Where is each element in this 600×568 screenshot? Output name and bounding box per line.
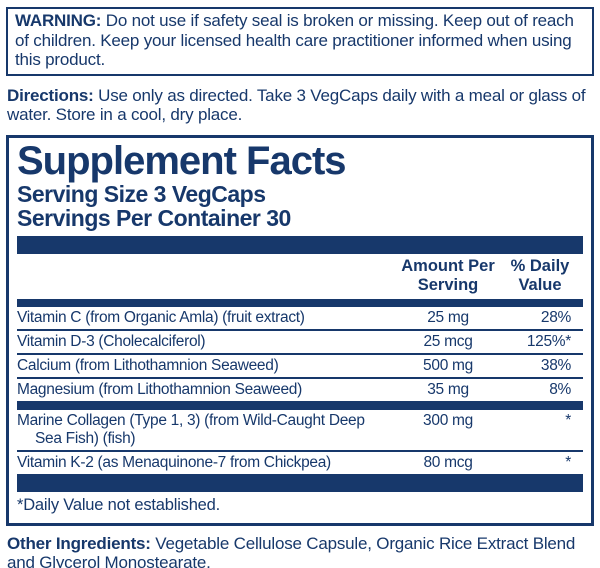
nutrient-name: Calcium (from Lithothamnion Seaweed) bbox=[17, 356, 279, 374]
divider-bar-bottom bbox=[17, 473, 583, 492]
table-row-marine-collagen: Marine Collagen (Type 1, 3) (from Wild-C… bbox=[17, 410, 583, 452]
header-percent-daily-value: % Daily Value bbox=[510, 256, 570, 294]
table-row-magnesium: Magnesium (from Lithothamnion Seaweed) 3… bbox=[17, 379, 583, 401]
serving-size: Serving Size 3 VegCaps bbox=[17, 180, 266, 207]
directions-text: Directions: Use only as directed. Take 3… bbox=[7, 86, 593, 125]
divider-bar-middle bbox=[17, 400, 583, 410]
directions-label: Directions: bbox=[7, 85, 94, 105]
warning-label: WARNING: bbox=[15, 11, 102, 30]
table-row-vitamin-d3: Vitamin D-3 (Cholecalciferol) 25 mcg 125… bbox=[17, 331, 583, 355]
nutrient-daily-value: * bbox=[565, 453, 571, 471]
nutrient-amount: 80 mcg bbox=[423, 453, 473, 471]
daily-value-footnote: *Daily Value not established. bbox=[17, 495, 221, 514]
nutrient-name: Vitamin D-3 (Cholecalciferol) bbox=[17, 332, 206, 350]
label-page: WARNING: Do not use if safety seal is br… bbox=[6, 7, 594, 568]
nutrient-daily-value: 28% bbox=[540, 308, 571, 326]
nutrient-amount: 25 mcg bbox=[423, 332, 473, 350]
nutrient-name: Vitamin C (from Organic Amla) (fruit ext… bbox=[17, 308, 305, 326]
servings-per-container: Servings Per Container 30 bbox=[17, 204, 291, 231]
other-ingredients-text: Other Ingredients: Vegetable Cellulose C… bbox=[7, 534, 593, 568]
nutrient-name: Marine Collagen (Type 1, 3) (from Wild-C… bbox=[17, 411, 365, 447]
divider-bar-header bbox=[17, 298, 583, 307]
table-row-vitamin-k2: Vitamin K-2 (as Menaquinone-7 from Chick… bbox=[17, 452, 583, 474]
header-spacer bbox=[17, 257, 393, 295]
nutrient-amount: 300 mg bbox=[423, 411, 473, 429]
supplement-facts-panel: Supplement Facts Serving Size 3 VegCaps … bbox=[6, 134, 594, 526]
table-header-row: Amount Per Serving % Daily Value bbox=[17, 254, 583, 299]
other-ingredients-body: Vegetable Cellulose Capsule, Organic Ric… bbox=[7, 533, 576, 568]
nutrient-amount: 25 mg bbox=[427, 308, 469, 326]
nutrient-daily-value: 38% bbox=[540, 356, 571, 374]
nutrient-daily-value: 125%* bbox=[526, 332, 571, 350]
nutrient-daily-value: * bbox=[565, 411, 571, 429]
nutrient-daily-value: 8% bbox=[549, 380, 571, 398]
divider-bar-top bbox=[17, 235, 583, 254]
directions-body: Use only as directed. Take 3 VegCaps dai… bbox=[7, 85, 586, 125]
nutrient-amount: 500 mg bbox=[423, 356, 473, 374]
table-row-calcium: Calcium (from Lithothamnion Seaweed) 500… bbox=[17, 355, 583, 379]
supplement-facts-title: Supplement Facts bbox=[17, 138, 347, 183]
warning-body: Do not use if safety seal is broken or m… bbox=[15, 11, 574, 69]
table-row-vitamin-c: Vitamin C (from Organic Amla) (fruit ext… bbox=[17, 307, 583, 331]
nutrient-amount: 35 mg bbox=[427, 380, 469, 398]
warning-box: WARNING: Do not use if safety seal is br… bbox=[6, 7, 594, 76]
nutrient-name: Magnesium (from Lithothamnion Seaweed) bbox=[17, 380, 302, 398]
header-amount-per-serving: Amount Per Serving bbox=[401, 256, 495, 294]
nutrient-name: Vitamin K-2 (as Menaquinone-7 from Chick… bbox=[17, 453, 331, 471]
other-ingredients-label: Other Ingredients: bbox=[7, 533, 151, 553]
warning-text: WARNING: Do not use if safety seal is br… bbox=[15, 11, 585, 70]
